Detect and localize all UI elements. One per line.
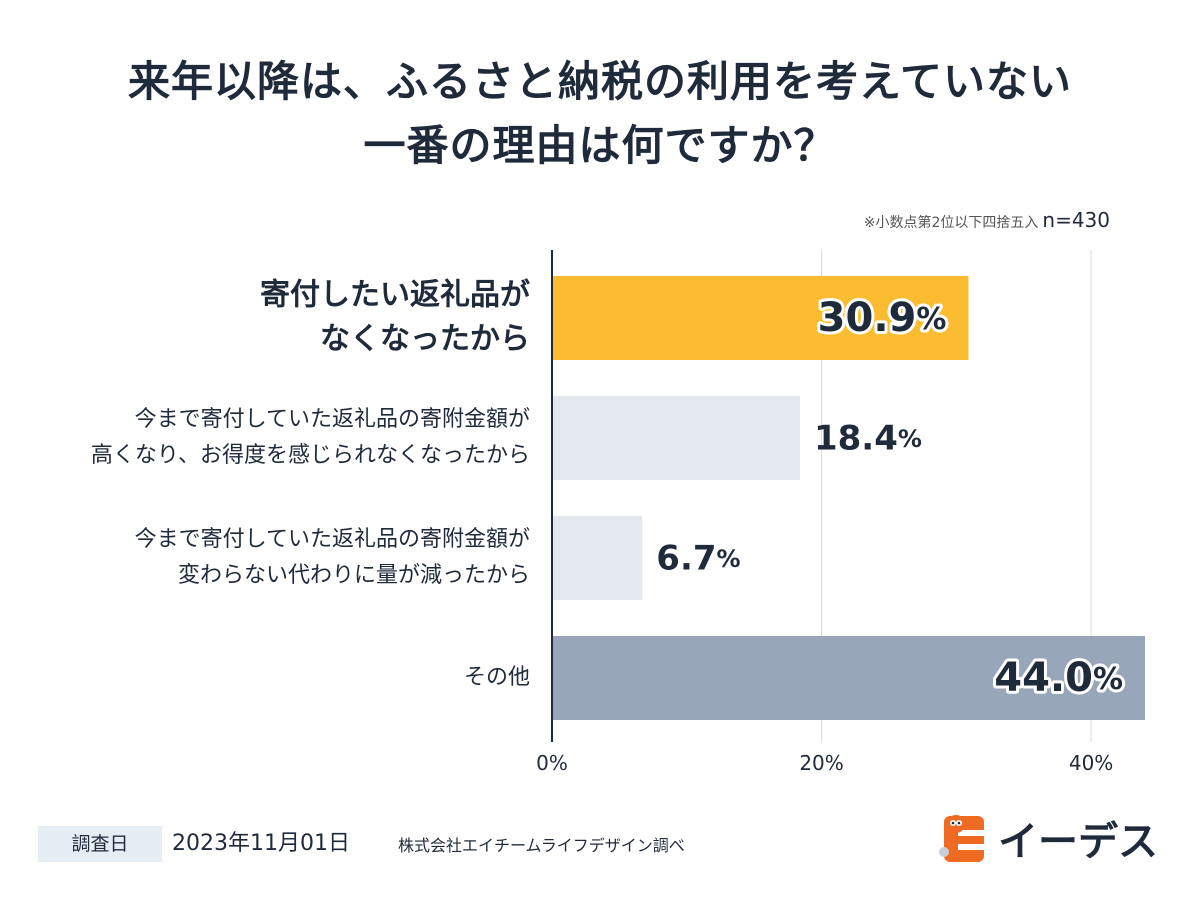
mascot-icon	[939, 815, 984, 862]
x-tick-label-20: 20%	[799, 751, 843, 775]
x-tick-label-0: 0%	[536, 751, 568, 775]
value-label-unit-3: %	[1093, 662, 1123, 697]
brand-logo: イーデス	[938, 808, 1158, 868]
chart-title-line2: 一番の理由は何ですか？	[363, 121, 837, 170]
value-label-unit-1: %	[898, 425, 922, 453]
bar-0	[552, 276, 969, 360]
x-tick-label-40: 40%	[1069, 751, 1113, 775]
value-label-2: 6.7%	[656, 539, 740, 579]
category-label-1-line-0: 今まで寄付していた返礼品の寄附金額が	[135, 407, 530, 432]
value-label-0: 30.9%	[818, 295, 947, 341]
category-label-0-line-1: なくなったから	[320, 322, 530, 357]
category-label-1-line-1: 高くなり、お得度を感じられなくなったから	[91, 443, 530, 468]
category-label-0-line-0: 寄付したい返礼品が	[260, 278, 530, 313]
value-label-unit-2: %	[717, 545, 741, 573]
sample-size: n=430	[1042, 208, 1110, 232]
survey-source: 株式会社エイチームライフデザイン調べ	[398, 836, 685, 855]
chart-title: 来年以降は、ふるさと納税の利用を考えていない 一番の理由は何ですか？	[0, 50, 1200, 178]
value-label-unit-0: %	[916, 302, 946, 337]
rounding-note: ※小数点第2位以下四捨五入	[863, 215, 1039, 231]
survey-date-label: 調査日	[38, 826, 162, 862]
category-label-2-line-1: 変わらない代わりに量が減ったから	[178, 563, 530, 588]
chart-note: ※小数点第2位以下四捨五入 n=430	[864, 208, 1110, 232]
bar-1	[552, 396, 800, 480]
logo-text: イーデス	[998, 819, 1158, 865]
chart-title-line1: 来年以降は、ふるさと納税の利用を考えていない	[128, 57, 1072, 106]
survey-date: 2023年11月01日	[172, 831, 350, 856]
bar-2	[552, 516, 643, 600]
category-label-2-line-0: 今まで寄付していた返礼品の寄附金額が	[135, 527, 530, 552]
category-label-3-line-0: その他	[464, 665, 530, 690]
value-label-3: 44.0%	[994, 655, 1123, 701]
bar-3	[552, 636, 1145, 720]
value-label-1: 18.4%	[814, 419, 922, 459]
